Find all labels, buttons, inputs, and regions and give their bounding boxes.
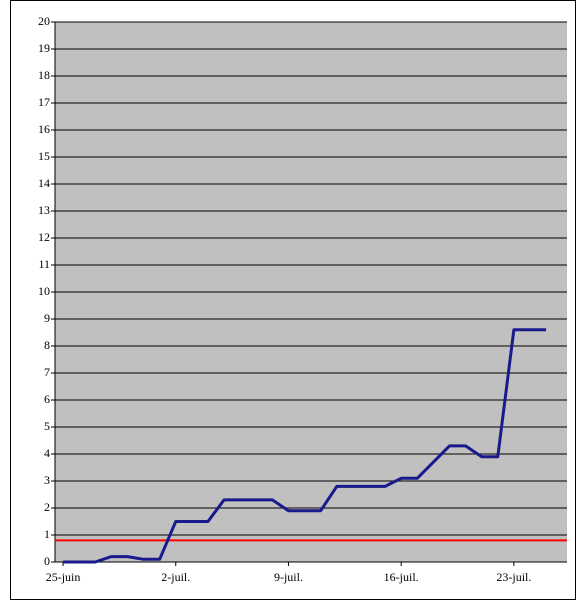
y-tick-label: 6 [44,392,50,406]
y-tick-label: 11 [38,257,50,271]
x-tick-label: 25-juin [46,570,81,584]
y-tick-label: 12 [38,230,50,244]
x-tick-label: 2-juil. [161,570,190,584]
y-tick-label: 16 [38,122,50,136]
y-tick-label: 4 [44,446,50,460]
y-tick-label: 9 [44,311,50,325]
y-tick-label: 14 [38,176,50,190]
y-tick-label: 3 [44,473,50,487]
y-tick-label: 5 [44,419,50,433]
y-tick-label: 17 [38,95,50,109]
y-tick-label: 18 [38,68,50,82]
y-tick-label: 15 [38,149,50,163]
x-tick-label: 9-juil. [274,570,303,584]
line-series [63,328,547,564]
y-tick-label: 19 [38,41,50,55]
x-tick-label: 16-juil. [384,570,419,584]
y-tick-label: 7 [44,365,50,379]
y-tick-label: 8 [44,338,50,352]
y-tick-label: 1 [44,527,50,541]
y-tick-label: 13 [38,203,50,217]
y-tick-label: 20 [38,14,50,28]
y-tick-label: 2 [44,500,50,514]
y-tick-label: 0 [44,554,50,568]
y-tick-label: 10 [38,284,50,298]
x-tick-label: 23-juil. [496,570,531,584]
